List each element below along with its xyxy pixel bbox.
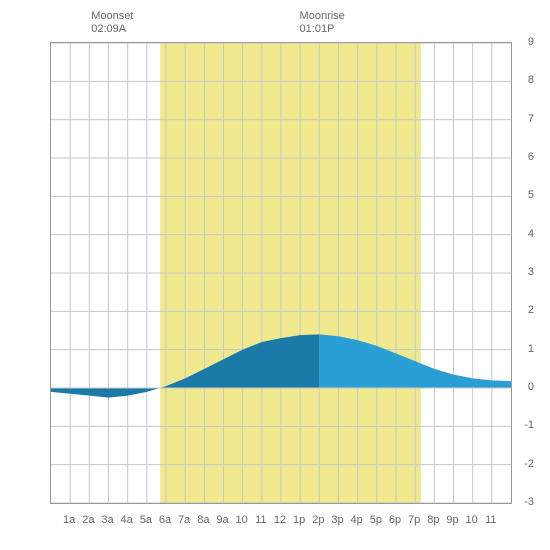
- x-tick-label: 3a: [101, 514, 113, 526]
- y-tick-label: 2: [528, 304, 534, 316]
- x-tick-label: 6a: [159, 514, 171, 526]
- moonrise-time: 01:01P: [300, 23, 345, 36]
- moonrise-title: Moonrise: [300, 10, 345, 23]
- x-tick-label: 4p: [351, 514, 363, 526]
- y-tick-label: 9: [528, 36, 534, 48]
- chart-header: Moonset 02:09A Moonrise 01:01P: [10, 10, 540, 40]
- x-tick-label: 7a: [178, 514, 190, 526]
- x-tick-label: 11: [485, 514, 496, 526]
- moonset-label: Moonset 02:09A: [91, 10, 133, 36]
- y-tick-label: 1: [528, 343, 534, 355]
- plot-area: [50, 42, 512, 504]
- x-tick-label: 1a: [63, 514, 75, 526]
- x-tick-label: 12: [274, 514, 286, 526]
- tide-moon-chart: Moonset 02:09A Moonrise 01:01P 1a 2a 3a 4a 5…: [10, 10, 540, 540]
- x-tick-label: 8p: [427, 514, 439, 526]
- y-tick-label: 0: [528, 381, 534, 393]
- x-tick-label: 5p: [370, 514, 382, 526]
- y-tick-label: 4: [528, 228, 534, 240]
- x-tick-label: 10: [236, 514, 248, 526]
- y-axis-ticks: -3-2-10123456789: [510, 42, 534, 502]
- x-tick-label: 9p: [446, 514, 458, 526]
- x-tick-label: 3p: [331, 514, 343, 526]
- plot-svg: [51, 43, 511, 503]
- y-tick-label: 8: [528, 74, 534, 86]
- y-tick-label: 7: [528, 113, 534, 125]
- moonset-title: Moonset: [91, 10, 133, 23]
- y-tick-label: 3: [528, 266, 534, 278]
- x-tick-label: 7p: [408, 514, 420, 526]
- x-tick-label: 4a: [121, 514, 133, 526]
- y-tick-label: -2: [524, 458, 534, 470]
- y-tick-label: -3: [524, 496, 534, 508]
- x-axis-ticks: 1a 2a 3a 4a 5a 6a 7a 8a 9a 10 11 12 1p 2p 3p 4p 5p 6p 7p 8p…: [50, 514, 510, 534]
- x-tick-label: 8a: [197, 514, 209, 526]
- x-tick-label: 2a: [82, 514, 94, 526]
- x-tick-label: 10: [466, 514, 478, 526]
- x-tick-label: 9a: [216, 514, 228, 526]
- x-tick-label: 6p: [389, 514, 401, 526]
- x-tick-label: 11: [255, 514, 266, 526]
- y-tick-label: 6: [528, 151, 534, 163]
- moonrise-label: Moonrise 01:01P: [300, 10, 345, 36]
- x-tick-label: 1p: [293, 514, 305, 526]
- y-tick-label: 5: [528, 189, 534, 201]
- y-tick-label: -1: [524, 419, 534, 431]
- moonset-time: 02:09A: [91, 23, 133, 36]
- x-tick-label: 5a: [140, 514, 152, 526]
- x-tick-label: 2p: [312, 514, 324, 526]
